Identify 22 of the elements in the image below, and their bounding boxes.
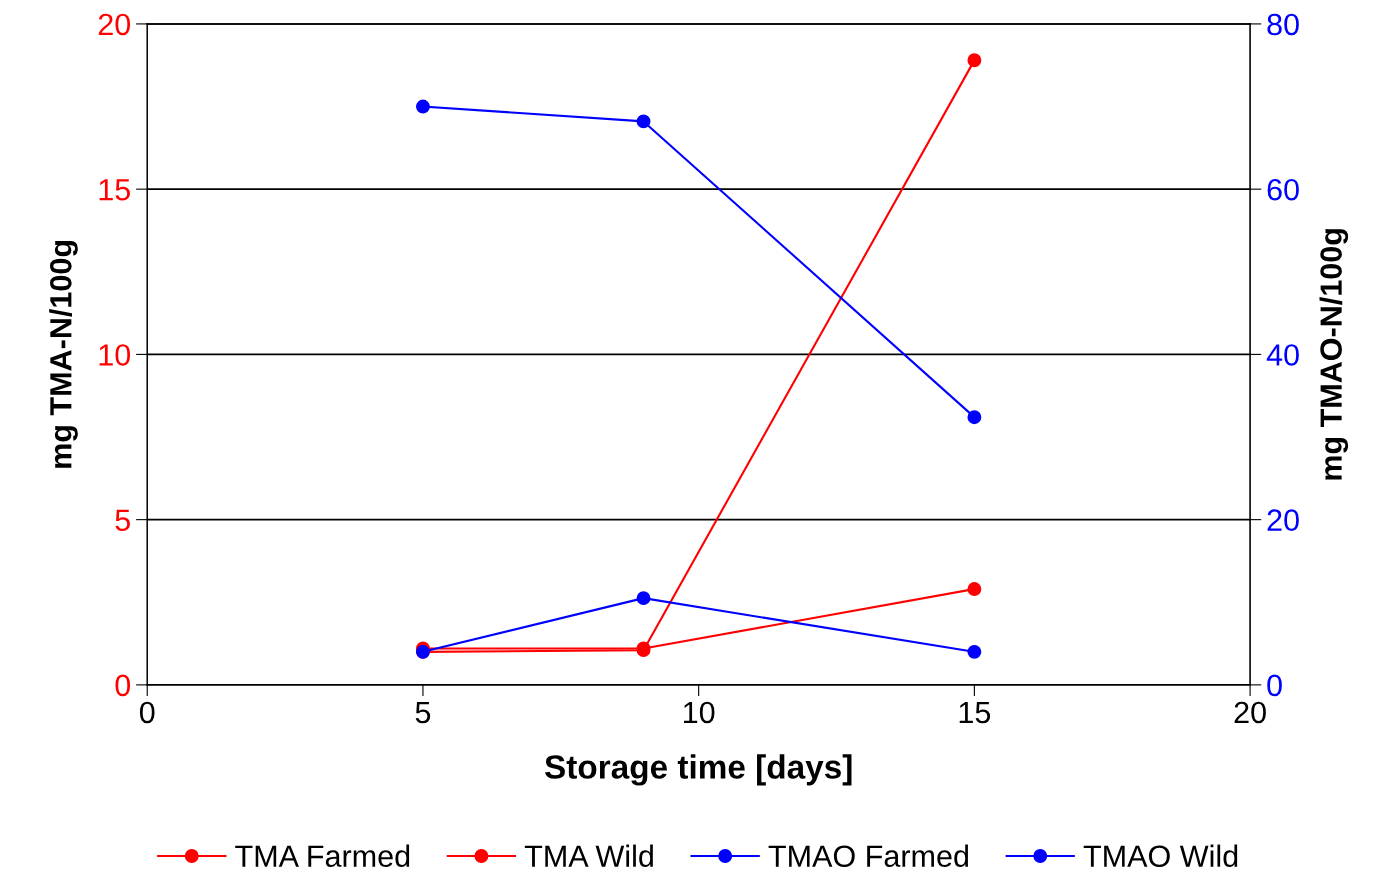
- x-tick-label: 20: [1234, 701, 1266, 724]
- y-tick-label: 20: [98, 13, 131, 36]
- x-tick-label: 0: [139, 701, 155, 724]
- y2-axis-title: mg TMAO-N/100g: [1319, 229, 1349, 480]
- y2-tick-label: 80: [1267, 13, 1299, 36]
- y-tick-label: 5: [115, 509, 130, 532]
- x-tick-label: 5: [415, 701, 431, 724]
- y-axis-title: mg TMA-N/100g: [49, 241, 78, 468]
- x-tick-label: 15: [959, 701, 991, 724]
- legend-label: TMAO Farmed: [768, 844, 968, 868]
- legend-label: TMA Farmed: [235, 844, 410, 868]
- x-tick-label: 10: [684, 701, 715, 724]
- y-tick-label: 15: [99, 179, 130, 201]
- y2-tick-label: 60: [1267, 178, 1299, 201]
- y2-tick-label: 0: [1267, 674, 1282, 697]
- legend-label: TMAO Wild: [1083, 844, 1238, 868]
- y-tick-label: 0: [115, 674, 131, 697]
- y2-tick-label: 20: [1267, 509, 1299, 532]
- x-axis-title: Storage time [days]: [544, 754, 852, 786]
- legend-label: TMA Wild: [524, 844, 653, 868]
- y2-tick-label: 40: [1266, 344, 1299, 366]
- y-tick-label: 10: [99, 344, 131, 366]
